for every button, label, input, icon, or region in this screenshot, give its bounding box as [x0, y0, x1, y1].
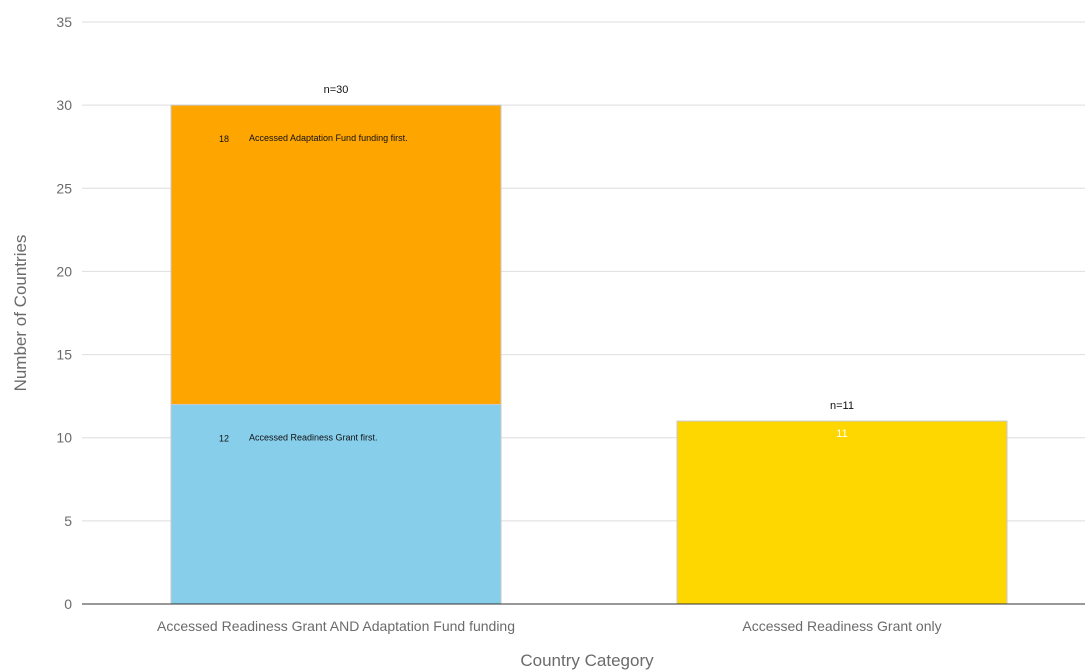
bar-total-label: n=11: [830, 400, 854, 412]
bar-segment: [170, 104, 502, 405]
y-tick-label: 35: [56, 14, 72, 30]
bar-segment: [676, 420, 1008, 605]
segment-count-label: 18: [219, 134, 229, 144]
bar-total-label: n=30: [324, 84, 349, 96]
y-axis-ticks: 0 5 10 15 20 25 30 35: [56, 14, 72, 612]
segment-description-label: Accessed Adaptation Fund funding first.: [249, 133, 408, 143]
x-axis-title: Country Category: [520, 651, 654, 670]
y-tick-label: 25: [56, 180, 72, 196]
y-tick-label: 0: [64, 596, 72, 612]
y-tick-label: 15: [56, 347, 72, 363]
bars: [170, 104, 1008, 605]
y-tick-label: 5: [64, 513, 72, 529]
y-tick-label: 30: [56, 97, 72, 113]
bar-labels: n=30 n=11 12 Accessed Readiness Grant first…: [219, 84, 854, 443]
y-axis-title: Number of Countries: [11, 235, 30, 392]
segment-count-label: 12: [219, 433, 229, 443]
y-tick-label: 20: [56, 263, 72, 279]
x-axis-ticks: Accessed Readiness Grant AND Adaptation …: [157, 618, 942, 634]
segment-description-label: Accessed Readiness Grant first.: [249, 432, 378, 442]
x-tick-label: Accessed Readiness Grant AND Adaptation …: [157, 618, 515, 634]
x-tick-label: Accessed Readiness Grant only: [742, 618, 941, 634]
y-tick-label: 10: [56, 430, 72, 446]
bar-value-label: 11: [836, 428, 847, 440]
